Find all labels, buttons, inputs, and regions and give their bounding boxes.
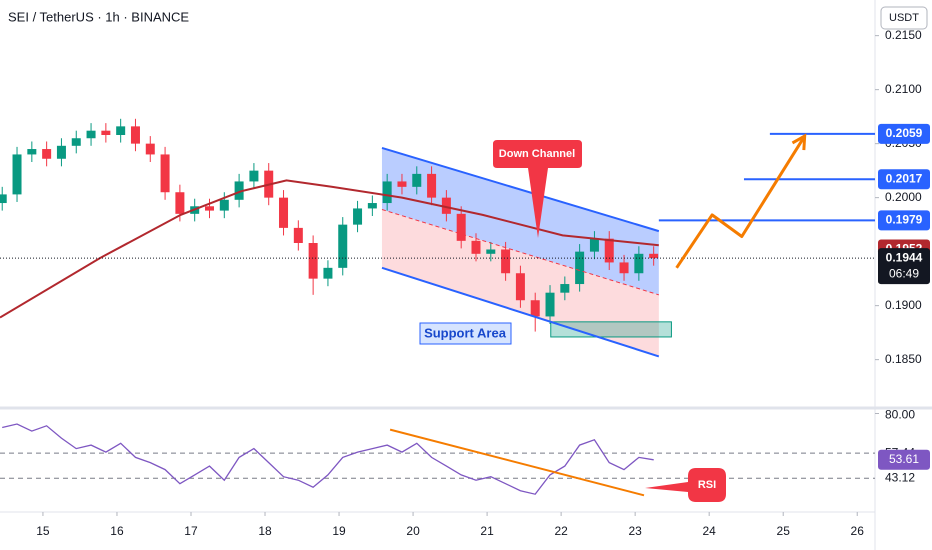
- candle-body: [116, 126, 126, 135]
- candle-body: [471, 240, 481, 254]
- countdown-label: 06:49: [889, 266, 919, 280]
- candle-body: [589, 238, 599, 252]
- x-tick-label: 26: [851, 524, 865, 538]
- candle-body: [323, 267, 333, 279]
- candle-body: [604, 238, 614, 263]
- projection-arrowhead: [791, 133, 807, 151]
- level-label: 0.2017: [886, 171, 923, 185]
- candle-body: [0, 194, 7, 204]
- x-tick-label: 20: [406, 524, 420, 538]
- candle-body: [219, 199, 229, 211]
- candle-body: [456, 213, 466, 241]
- currency-box: [880, 6, 928, 30]
- channel-upper-fill: [381, 147, 659, 295]
- candle-body: [160, 154, 170, 193]
- x-tick-label: 17: [184, 524, 198, 538]
- candle-body: [515, 273, 525, 301]
- x-tick-label: 16: [110, 524, 124, 538]
- candle-body: [101, 130, 111, 135]
- candle-body: [545, 292, 555, 317]
- candle-body: [86, 130, 96, 139]
- candle-body: [234, 181, 244, 200]
- rsi-label: RSI: [698, 479, 716, 491]
- y-tick-label: 0.1850: [885, 352, 922, 366]
- candle-body: [501, 249, 511, 274]
- candle-body: [412, 173, 422, 187]
- x-tick-label: 18: [258, 524, 272, 538]
- level-tag: [878, 169, 930, 190]
- candle-body: [338, 224, 348, 268]
- candle-body: [42, 149, 52, 159]
- candle-body: [249, 170, 259, 182]
- level-label: 0.1979: [886, 212, 923, 226]
- candle-body: [634, 253, 644, 274]
- last-price-label: 0.1944: [886, 250, 923, 264]
- candle-body: [293, 227, 303, 243]
- support-area-label: Support Area: [424, 325, 507, 340]
- down-channel-label: Down Channel: [499, 148, 575, 160]
- level-label: 0.2059: [886, 126, 923, 140]
- candle-body: [575, 251, 585, 285]
- candle-body: [71, 138, 81, 146]
- rsi-band-label: 43.12: [885, 470, 915, 484]
- marks: 0.18500.19000.20000.20500.21000.21501516…: [0, 28, 922, 538]
- candle-body: [353, 208, 363, 225]
- y-tick-label: 0.2100: [885, 82, 922, 96]
- x-tick-label: 15: [36, 524, 50, 538]
- candle-body: [56, 145, 66, 159]
- support-area: [550, 321, 672, 338]
- candle-body: [397, 181, 407, 187]
- level-tag: [878, 210, 930, 231]
- channel-middle: [381, 209, 659, 296]
- x-tick-label: 24: [702, 524, 716, 538]
- last-price-tag: [878, 248, 930, 285]
- x-tick-label: 19: [332, 524, 346, 538]
- candle-body: [382, 181, 392, 204]
- y-tick-label: 0.1900: [885, 298, 922, 312]
- rsi-value-label: 53.61: [889, 452, 919, 466]
- chart-title: SEI / TetherUS · 1h · BINANCE: [8, 9, 189, 24]
- moving-average: [0, 179, 659, 319]
- candle-body: [367, 203, 377, 209]
- candle-body: [12, 154, 22, 195]
- candle-body: [441, 197, 451, 214]
- channel-upper: [381, 147, 660, 233]
- rsi-tick-label: 80.00: [885, 408, 915, 422]
- candle-body: [279, 197, 289, 228]
- rsi-callout: [645, 468, 726, 502]
- channel-lower: [381, 266, 660, 358]
- candle-body: [560, 284, 570, 293]
- x-tick-label: 22: [554, 524, 568, 538]
- candle-body: [27, 149, 37, 155]
- support-area-tag: [419, 322, 512, 345]
- candle-body: [204, 206, 214, 211]
- y-tick-label: 0.2000: [885, 190, 922, 204]
- x-tick-label: 21: [480, 524, 494, 538]
- candle-body: [486, 249, 496, 254]
- currency-label: USDT: [889, 12, 919, 24]
- x-tick-label: 25: [777, 524, 791, 538]
- candle-body: [649, 253, 659, 259]
- candle-body: [619, 262, 629, 274]
- level-tag: [878, 123, 930, 144]
- rsi-value-tag: [878, 449, 930, 470]
- down-channel-callout: [493, 140, 582, 238]
- candle-body: [130, 126, 140, 144]
- candle-body: [530, 300, 540, 317]
- rsi-line: [2, 423, 654, 495]
- candle-body: [308, 243, 318, 279]
- rsi-divergence: [389, 428, 645, 497]
- projection-path: [675, 135, 806, 269]
- candle-body: [175, 192, 185, 214]
- candle-body: [145, 143, 155, 155]
- x-tick-label: 23: [628, 524, 642, 538]
- y-tick-label: 0.2150: [885, 28, 922, 42]
- candle-body: [427, 173, 437, 198]
